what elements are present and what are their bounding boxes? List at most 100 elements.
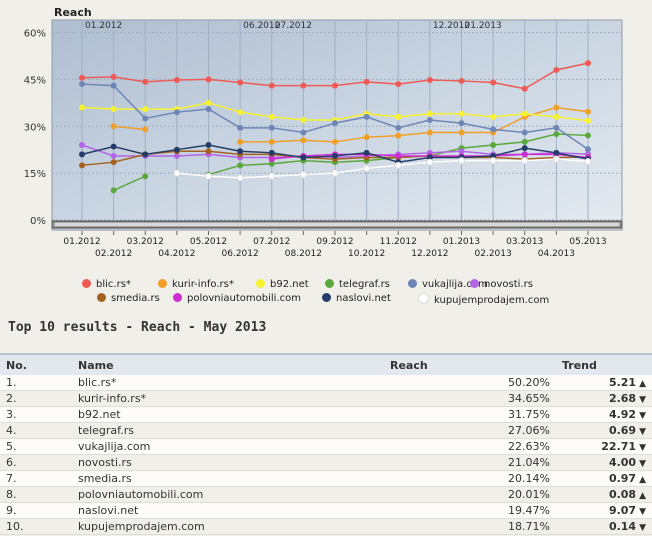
data-point: [237, 162, 244, 169]
data-point: [458, 129, 465, 136]
data-point: [426, 117, 433, 123]
cell-name: novosti.rs: [72, 454, 384, 471]
y-tick-label: 60%: [24, 29, 46, 40]
cell-reach: 27.06%: [384, 422, 556, 439]
legend-label: telegraf.rs: [339, 279, 390, 290]
data-point: [79, 104, 85, 111]
scrollbar-thumb[interactable]: [53, 221, 621, 228]
table-row[interactable]: 8. polovniautomobili.com 20.01% 0.08 ▲: [0, 486, 652, 503]
legend-label: novosti.rs: [484, 279, 533, 290]
table-row[interactable]: 1. blic.rs* 50.20% 5.21 ▲: [0, 375, 652, 391]
table-row[interactable]: 9. naslovi.net 19.47% 9.07 ▼: [0, 502, 652, 519]
series-vukajlija.com: [79, 81, 591, 153]
legend-item[interactable]: b92.net: [256, 279, 309, 290]
data-point: [110, 159, 117, 166]
data-point: [142, 151, 149, 158]
data-point: [142, 173, 149, 180]
table-row[interactable]: 2. kurir-info.rs* 34.65% 2.68 ▼: [0, 390, 652, 407]
trend-value: 5.21: [608, 376, 637, 389]
cell-name: vukajlija.com: [72, 438, 384, 455]
legend-item[interactable]: vukajlija.com: [408, 279, 488, 290]
data-point: [521, 138, 528, 145]
table-row[interactable]: 4. telegraf.rs 27.06% 0.69 ▼: [0, 422, 652, 439]
legend-item[interactable]: naslovi.net: [322, 293, 391, 304]
data-point: [110, 82, 117, 89]
x-tick-label: 02.2012: [95, 249, 132, 259]
cell-name: polovniautomobili.com: [72, 486, 384, 503]
series-naslovi.net: [79, 142, 591, 166]
data-point: [521, 110, 528, 117]
series-blic.rs*: [79, 60, 591, 92]
legend-item[interactable]: polovniautomobili.com: [173, 293, 301, 304]
section-title: Top 10 results - Reach - May 2013: [8, 320, 267, 335]
legend-item[interactable]: blic.rs*: [82, 279, 131, 290]
x-tick-label: 05.2012: [190, 237, 227, 247]
data-point: [268, 124, 275, 131]
legend-swatch: [97, 293, 106, 302]
data-point: [110, 123, 117, 130]
data-point: [458, 148, 465, 155]
cell-name: blic.rs*: [72, 375, 384, 391]
cell-name: kupujemprodajem.com: [72, 518, 384, 535]
cell-no: 7.: [0, 470, 72, 487]
results-table: No. Name Reach Trend 1. blic.rs* 50.20% 5.2…: [0, 353, 652, 535]
legend-item[interactable]: kurir-info.rs*: [158, 279, 234, 290]
data-point: [300, 82, 307, 89]
data-point: [268, 113, 275, 120]
data-point: [205, 172, 212, 180]
data-point: [395, 152, 402, 159]
data-point: [237, 124, 244, 131]
data-point: [585, 117, 591, 124]
cell-trend: 0.97 ▲: [556, 470, 652, 487]
x-tick-label: 01.2013: [443, 237, 480, 247]
table-row[interactable]: 5. vukajlija.com 22.63% 22.71 ▼: [0, 438, 652, 455]
data-point: [426, 129, 433, 136]
data-point: [79, 74, 85, 81]
data-point: [300, 154, 307, 161]
cell-reach: 18.71%: [384, 518, 556, 535]
cell-no: 6.: [0, 454, 72, 471]
table-row[interactable]: 7. smedia.rs 20.14% 0.97 ▲: [0, 470, 652, 487]
cell-no: 10.: [0, 518, 72, 535]
data-point: [110, 106, 117, 113]
data-point: [79, 151, 85, 158]
data-point: [426, 154, 433, 161]
x-tick-label: 04.2012: [158, 249, 195, 259]
legend-item[interactable]: novosti.rs: [470, 279, 533, 290]
data-point: [553, 149, 560, 156]
x-top-label: 12.2012: [433, 21, 470, 31]
legend-item[interactable]: telegraf.rs: [325, 279, 390, 290]
chart-title: Reach: [54, 6, 92, 19]
cell-name: smedia.rs: [72, 470, 384, 487]
data-point: [553, 131, 560, 138]
data-point: [458, 157, 465, 165]
series-kupujemprodajem.com: [173, 155, 592, 182]
x-tick-label: 02.2013: [475, 249, 512, 259]
data-point: [490, 142, 497, 148]
data-point: [110, 143, 117, 150]
data-point: [585, 60, 591, 67]
table-row[interactable]: 6. novosti.rs 21.04% 4.00 ▼: [0, 454, 652, 471]
cell-trend: 0.08 ▲: [556, 486, 652, 503]
x-top-label: 01.2012: [85, 21, 122, 31]
legend-swatch: [470, 279, 479, 288]
cell-reach: 22.63%: [384, 438, 556, 455]
table-row[interactable]: 10. kupujemprodajem.com 18.71% 0.14 ▼: [0, 518, 652, 535]
legend-item[interactable]: kupujemprodajem.com: [418, 293, 549, 306]
cell-trend: 4.92 ▼: [556, 406, 652, 423]
x-tick-label: 12.2012: [411, 249, 448, 259]
legend-label: polovniautomobili.com: [187, 293, 301, 304]
legend-swatch: [256, 279, 265, 288]
data-point: [585, 132, 591, 139]
data-point: [363, 113, 370, 120]
cell-trend: 2.68 ▼: [556, 390, 652, 407]
arrow-up-icon: ▲: [639, 379, 646, 389]
x-tick-label: 04.2013: [538, 249, 575, 259]
legend-item[interactable]: smedia.rs: [97, 293, 160, 304]
table-row[interactable]: 3. b92.net 31.75% 4.92 ▼: [0, 406, 652, 423]
x-tick-label: 03.2012: [127, 237, 164, 247]
data-point: [553, 67, 560, 73]
data-point: [490, 79, 497, 86]
data-point: [173, 77, 180, 83]
